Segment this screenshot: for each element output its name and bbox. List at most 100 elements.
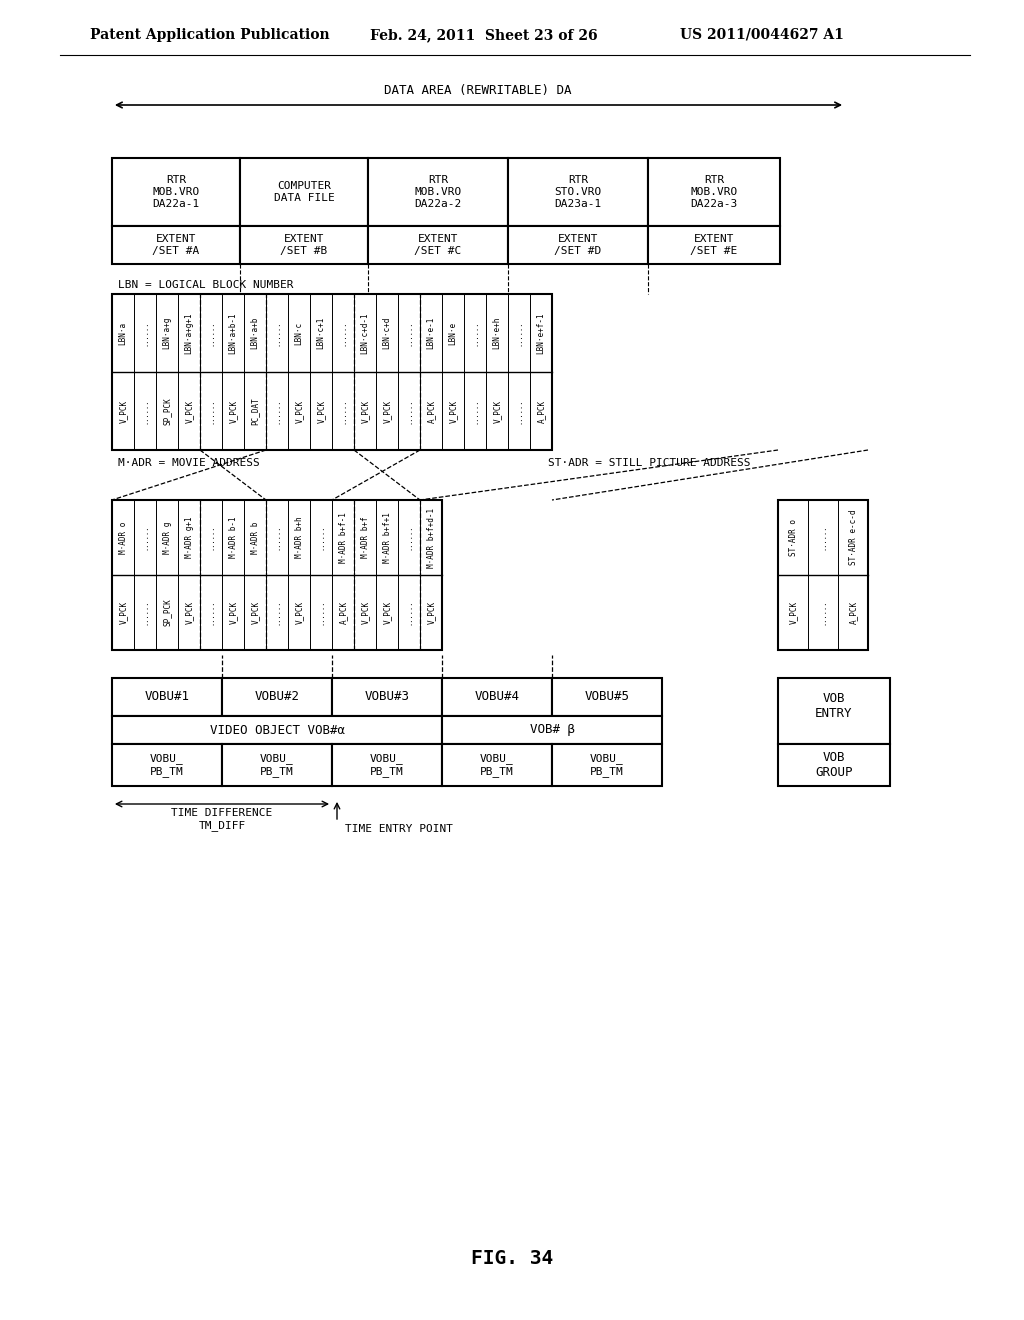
Text: V_PCK: V_PCK — [119, 400, 128, 422]
Bar — [222, 678, 332, 715]
Text: PC_DAT: PC_DAT — [251, 397, 259, 425]
Text: LBN·e: LBN·e — [449, 322, 458, 345]
Text: V_PCK: V_PCK — [360, 400, 370, 422]
Text: ......: ...... — [318, 525, 324, 550]
Text: RTR
MOB.VRO
DA22a-3: RTR MOB.VRO DA22a-3 — [690, 176, 737, 209]
Text: DATA AREA (REWRITABLE) DA: DATA AREA (REWRITABLE) DA — [384, 84, 571, 96]
Text: VOBU_
PB_TM: VOBU_ PB_TM — [260, 754, 294, 776]
Bar — [332, 744, 442, 785]
Text: M·ADR = MOVIE ADDRESS: M·ADR = MOVIE ADDRESS — [118, 458, 260, 469]
Text: A_PCK: A_PCK — [427, 400, 435, 422]
Text: EXTENT
/SET #B: EXTENT /SET #B — [281, 234, 328, 256]
Text: V_PCK: V_PCK — [184, 400, 194, 422]
Text: LBN·e+f-1: LBN·e+f-1 — [537, 313, 546, 354]
Text: M·ADR g+1: M·ADR g+1 — [184, 516, 194, 558]
Text: ......: ...... — [406, 525, 412, 550]
Text: M·ADR b+f-1: M·ADR b+f-1 — [339, 512, 347, 562]
Text: LBN·e-1: LBN·e-1 — [427, 317, 435, 350]
Bar — [368, 158, 508, 226]
Text: VOB# β: VOB# β — [529, 723, 574, 737]
Text: V_PCK: V_PCK — [119, 601, 128, 624]
Text: ......: ...... — [340, 399, 346, 424]
Text: A_PCK: A_PCK — [339, 601, 347, 624]
Text: SP_PCK: SP_PCK — [163, 397, 171, 425]
Text: ST·ADR e-c-d: ST·ADR e-c-d — [849, 510, 857, 565]
Bar — [112, 226, 240, 264]
Text: V_PCK: V_PCK — [251, 601, 259, 624]
Text: ......: ...... — [406, 599, 412, 626]
Text: SP_PCK: SP_PCK — [163, 599, 171, 627]
Text: VOB
ENTRY: VOB ENTRY — [815, 692, 853, 719]
Bar — [648, 226, 780, 264]
Text: EXTENT
/SET #D: EXTENT /SET #D — [554, 234, 602, 256]
Text: US 2011/0044627 A1: US 2011/0044627 A1 — [680, 28, 844, 42]
Bar — [240, 226, 368, 264]
Text: V_PCK: V_PCK — [788, 601, 798, 624]
Text: ......: ...... — [516, 399, 522, 424]
Bar — [240, 158, 368, 226]
Text: EXTENT
/SET #C: EXTENT /SET #C — [415, 234, 462, 256]
Text: RTR
STO.VRO
DA23a-1: RTR STO.VRO DA23a-1 — [554, 176, 602, 209]
Text: ......: ...... — [142, 525, 148, 550]
Bar — [112, 294, 552, 450]
Text: M·ADR b+h: M·ADR b+h — [295, 516, 303, 558]
Text: RTR
MOB.VRO
DA22a-1: RTR MOB.VRO DA22a-1 — [153, 176, 200, 209]
Bar — [442, 744, 552, 785]
Text: V_PCK: V_PCK — [184, 601, 194, 624]
Text: ......: ...... — [472, 321, 478, 346]
Text: LBN·a+b: LBN·a+b — [251, 317, 259, 350]
Text: M·ADR g: M·ADR g — [163, 521, 171, 553]
Text: COMPUTER
DATA FILE: COMPUTER DATA FILE — [273, 181, 335, 203]
Bar — [112, 715, 442, 744]
Text: VOBU#4: VOBU#4 — [474, 690, 519, 704]
Text: A_PCK: A_PCK — [849, 601, 857, 624]
Text: VOBU#5: VOBU#5 — [585, 690, 630, 704]
Text: V_PCK: V_PCK — [295, 601, 303, 624]
Bar — [552, 744, 662, 785]
Text: Patent Application Publication: Patent Application Publication — [90, 28, 330, 42]
Text: V_PCK: V_PCK — [228, 400, 238, 422]
Bar — [112, 744, 222, 785]
Text: FIG. 34: FIG. 34 — [471, 1249, 553, 1267]
Text: M·ADR o: M·ADR o — [119, 521, 128, 553]
Text: ......: ...... — [274, 599, 280, 626]
Text: ......: ...... — [472, 399, 478, 424]
Text: ......: ...... — [208, 599, 214, 626]
Text: ......: ...... — [274, 399, 280, 424]
Text: ......: ...... — [208, 399, 214, 424]
Text: ......: ...... — [406, 399, 412, 424]
Text: TIME ENTRY POINT: TIME ENTRY POINT — [345, 824, 453, 834]
Text: VOBU#2: VOBU#2 — [255, 690, 299, 704]
Text: V_PCK: V_PCK — [493, 400, 502, 422]
Text: ......: ...... — [142, 321, 148, 346]
Text: V_PCK: V_PCK — [449, 400, 458, 422]
Bar — [442, 715, 662, 744]
Text: V_PCK: V_PCK — [427, 601, 435, 624]
Bar — [368, 226, 508, 264]
Text: TIME DIFFERENCE
TM_DIFF: TIME DIFFERENCE TM_DIFF — [171, 808, 272, 830]
Text: RTR
MOB.VRO
DA22a-2: RTR MOB.VRO DA22a-2 — [415, 176, 462, 209]
Text: ST·ADR = STILL PICTURE ADDRESS: ST·ADR = STILL PICTURE ADDRESS — [548, 458, 751, 469]
Text: V_PCK: V_PCK — [228, 601, 238, 624]
Bar — [778, 500, 868, 649]
Text: VOB
GROUP: VOB GROUP — [815, 751, 853, 779]
Bar — [508, 158, 648, 226]
Text: ......: ...... — [208, 321, 214, 346]
Text: Feb. 24, 2011  Sheet 23 of 26: Feb. 24, 2011 Sheet 23 of 26 — [370, 28, 598, 42]
Text: A_PCK: A_PCK — [537, 400, 546, 422]
Text: V_PCK: V_PCK — [295, 400, 303, 422]
Bar — [778, 744, 890, 785]
Text: V_PCK: V_PCK — [383, 601, 391, 624]
Text: ......: ...... — [274, 321, 280, 346]
Text: VOBU_
PB_TM: VOBU_ PB_TM — [590, 754, 624, 776]
Text: VOBU#1: VOBU#1 — [144, 690, 189, 704]
Text: LBN·e+h: LBN·e+h — [493, 317, 502, 350]
Text: VOBU_
PB_TM: VOBU_ PB_TM — [480, 754, 514, 776]
Text: LBN·a+g+1: LBN·a+g+1 — [184, 313, 194, 354]
Text: ......: ...... — [142, 599, 148, 626]
Text: LBN·a+g: LBN·a+g — [163, 317, 171, 350]
Text: LBN·c+d: LBN·c+d — [383, 317, 391, 350]
Text: VOBU#3: VOBU#3 — [365, 690, 410, 704]
Text: V_PCK: V_PCK — [316, 400, 326, 422]
Text: M·ADR b+f+d-1: M·ADR b+f+d-1 — [427, 507, 435, 568]
